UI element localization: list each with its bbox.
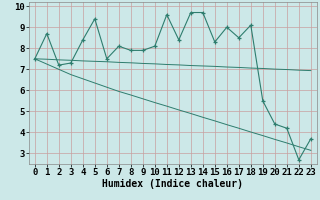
X-axis label: Humidex (Indice chaleur): Humidex (Indice chaleur) — [102, 179, 243, 189]
